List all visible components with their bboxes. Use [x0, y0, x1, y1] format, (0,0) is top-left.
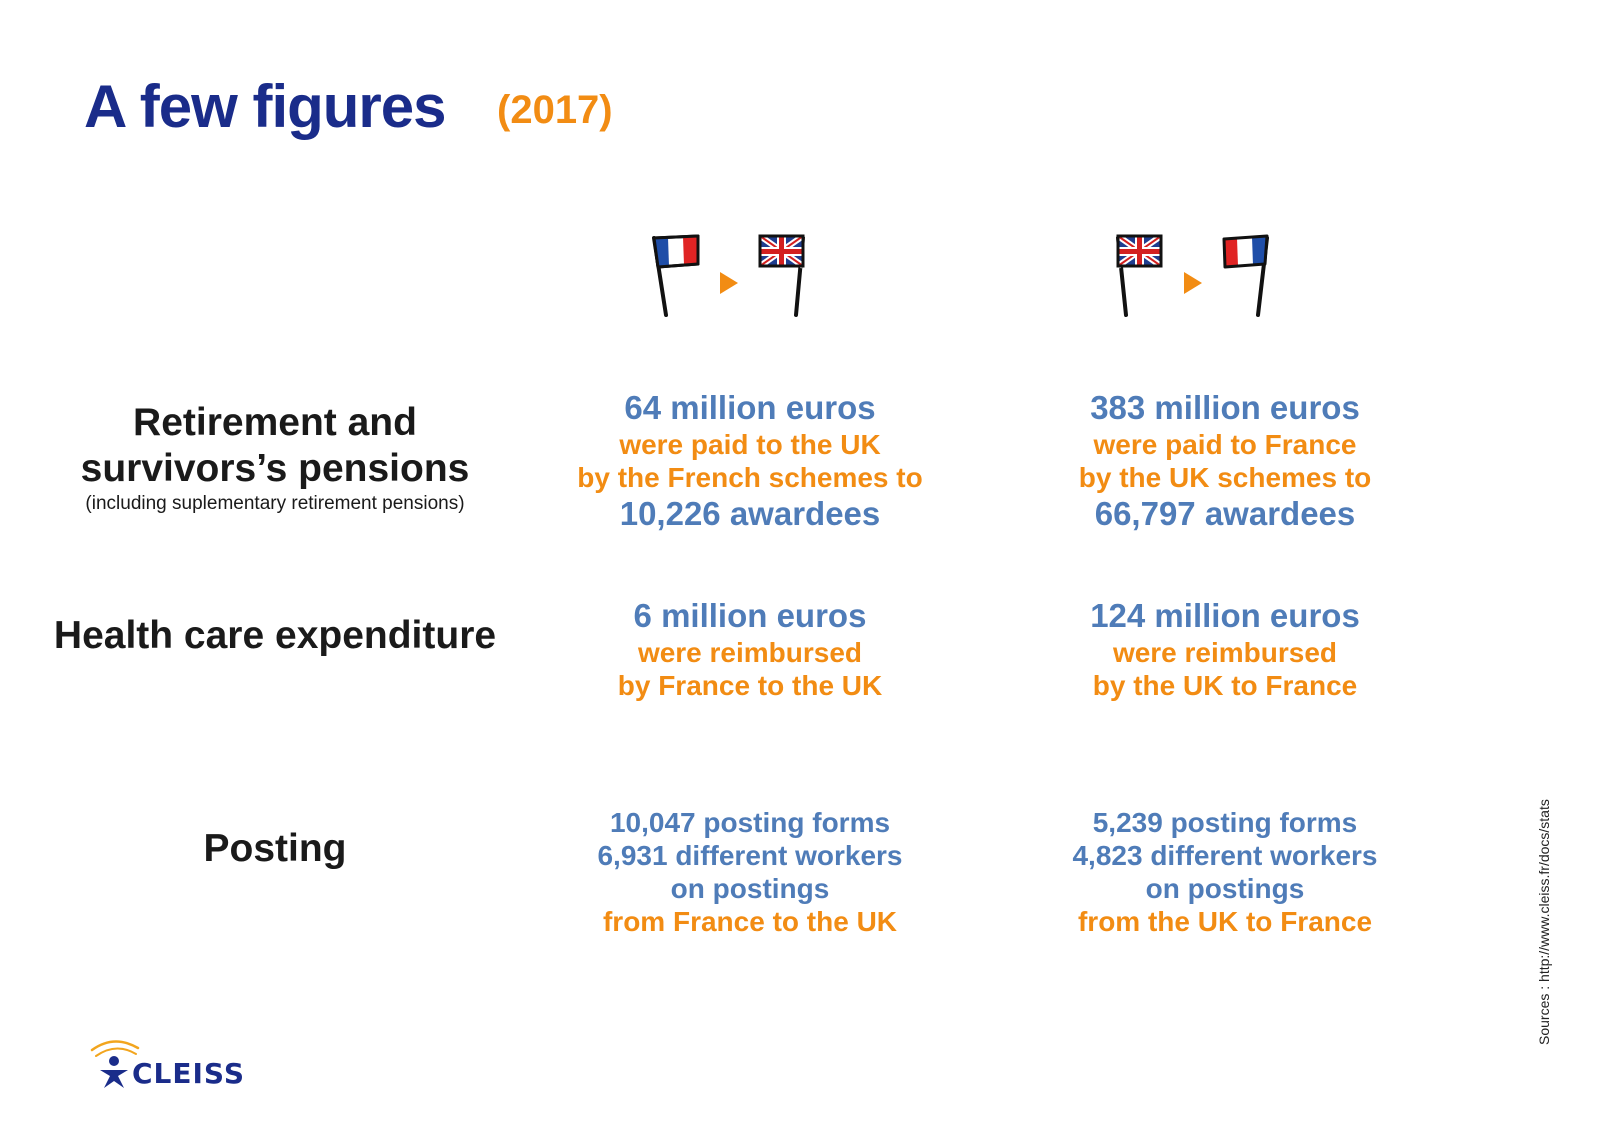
- health-fr-to-uk: 6 million euros were reimbursed by Franc…: [540, 596, 960, 702]
- retirement-fr-to-uk: 64 million euros were paid to the UK by …: [540, 388, 960, 534]
- uk-flag-icon: [1116, 233, 1163, 317]
- column-header-uk-to-france: [1112, 230, 1282, 330]
- health-fr-to-uk-line2: were reimbursed: [637, 637, 863, 668]
- row-label-retirement-line1: Retirement and: [133, 401, 417, 444]
- arrow-right-icon: [720, 272, 738, 294]
- logo-text: CLEISS: [132, 1057, 246, 1090]
- health-fr-to-uk-amount: 6 million euros: [633, 597, 867, 634]
- health-uk-to-fr-line2: were reimbursed: [1112, 637, 1338, 668]
- posting-uk-to-fr: 5,239 posting forms 4,823 different work…: [1010, 806, 1440, 938]
- posting-fr-to-uk-direction: from France to the UK: [602, 906, 898, 937]
- retirement-fr-to-uk-awardees: 10,226 awardees: [619, 495, 881, 532]
- row-label-posting: Posting: [203, 827, 347, 870]
- cleiss-logo-icon: [88, 1030, 278, 1090]
- posting-fr-to-uk-forms: 10,047 posting forms: [609, 807, 891, 838]
- retirement-uk-to-fr-line3: by the UK schemes to: [1078, 462, 1372, 493]
- uk-flag-icon: [758, 233, 805, 317]
- column-header-france-to-uk: [648, 230, 818, 330]
- health-uk-to-fr-amount: 124 million euros: [1090, 597, 1360, 634]
- source-note: Sources : http://www.cleiss.fr/docs/stat…: [1536, 799, 1552, 1045]
- posting-uk-to-fr-on: on postings: [1145, 873, 1305, 904]
- year-label: (2017): [497, 88, 613, 132]
- row-label-retirement: Retirement and survivors’s pensions (inc…: [30, 400, 520, 516]
- posting-uk-to-fr-workers: 4,823 different workers: [1072, 840, 1378, 871]
- health-uk-to-fr-line3: by the UK to France: [1092, 670, 1358, 701]
- france-flag-icon: [1222, 234, 1269, 317]
- retirement-uk-to-fr-awardees: 66,797 awardees: [1094, 495, 1356, 532]
- arrow-right-icon: [1184, 272, 1202, 294]
- france-flag-icon: [652, 234, 700, 317]
- retirement-fr-to-uk-line2: were paid to the UK: [619, 429, 881, 460]
- retirement-uk-to-fr: 383 million euros were paid to France by…: [1010, 388, 1440, 534]
- posting-uk-to-fr-forms: 5,239 posting forms: [1092, 807, 1358, 838]
- retirement-uk-to-fr-amount: 383 million euros: [1090, 389, 1360, 426]
- posting-fr-to-uk: 10,047 posting forms 6,931 different wor…: [540, 806, 960, 938]
- posting-fr-to-uk-on: on postings: [670, 873, 830, 904]
- posting-uk-to-fr-direction: from the UK to France: [1077, 906, 1373, 937]
- row-label-retirement-sub: (including suplementary retirement pensi…: [85, 493, 465, 514]
- retirement-fr-to-uk-line3: by the French schemes to: [577, 462, 923, 493]
- page-title: A few figures: [84, 73, 447, 140]
- row-label-health: Health care expenditure: [53, 614, 497, 657]
- health-fr-to-uk-line3: by France to the UK: [617, 670, 883, 701]
- row-label-retirement-line2: survivors’s pensions: [80, 447, 470, 490]
- retirement-uk-to-fr-line2: were paid to France: [1093, 429, 1357, 460]
- health-uk-to-fr: 124 million euros were reimbursed by the…: [1010, 596, 1440, 702]
- retirement-fr-to-uk-amount: 64 million euros: [624, 389, 876, 426]
- posting-fr-to-uk-workers: 6,931 different workers: [597, 840, 903, 871]
